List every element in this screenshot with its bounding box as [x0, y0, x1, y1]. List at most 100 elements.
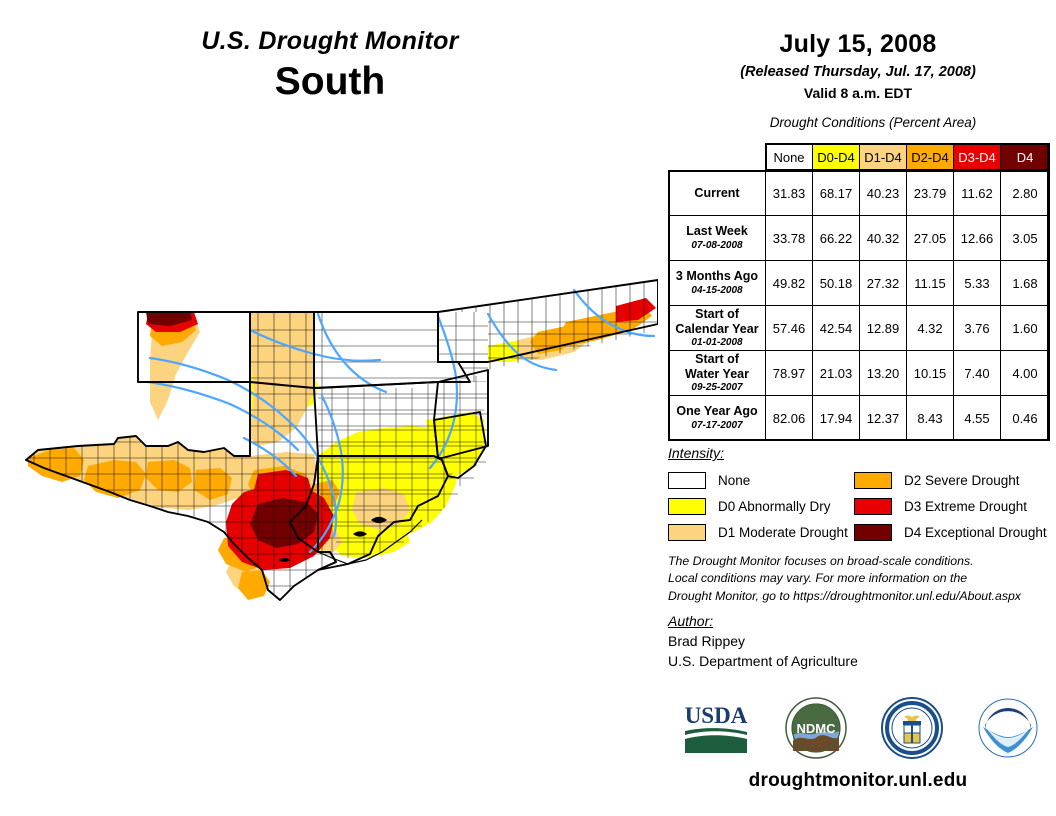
value-cell-d2-d4: 27.05 [906, 215, 954, 261]
legend-item: D4 Exceptional Drought [854, 520, 1047, 544]
row-label-date: 04-15-2008 [691, 284, 743, 296]
info-panel: July 15, 2008 (Released Thursday, Jul. 1… [660, 0, 1056, 816]
value-cell-d0-d4: 17.94 [812, 395, 860, 441]
row-label-name: Current [694, 185, 740, 200]
table-row: 3 Months Ago 04-15-2008 49.82 50.18 27.32 11.… [668, 260, 1050, 306]
author-affiliation: U.S. Department of Agriculture [668, 653, 858, 669]
header-d3-d4: D3-D4 [953, 143, 1001, 171]
value-cell-none: 78.97 [765, 350, 813, 396]
row-label: Current [668, 170, 766, 216]
row-label-date: 01-01-2008 [691, 337, 743, 349]
value-cell-none: 49.82 [765, 260, 813, 306]
table-row: Last Week 07-08-2008 33.78 66.22 40.32 27.05 1… [668, 215, 1050, 261]
svg-text:USDA: USDA [685, 703, 748, 728]
drought-conditions-table: None D0-D4 D1-D4 D2-D4 D3-D4 D4 Current 3… [668, 143, 1050, 441]
legend-swatch [668, 523, 706, 541]
value-cell-none: 31.83 [765, 170, 813, 216]
value-cell-d3-d4: 4.55 [953, 395, 1001, 441]
legend-label: D0 Abnormally Dry [718, 498, 831, 514]
legend-title: Intensity: [668, 445, 725, 461]
header-d0-d4: D0-D4 [812, 143, 860, 171]
value-cell-d4: 2.80 [1000, 170, 1050, 216]
value-cell-none: 33.78 [765, 215, 813, 261]
legend-swatch [854, 523, 892, 541]
row-label: 3 Months Ago 04-15-2008 [668, 260, 766, 306]
value-cell-d1-d4: 40.23 [859, 170, 907, 216]
value-cell-d4: 0.46 [1000, 395, 1050, 441]
logo-row: USDA NDMC [664, 692, 1056, 764]
region-title: South [274, 59, 386, 103]
issue-date: July 15, 2008 [779, 30, 937, 58]
value-cell-d2-d4: 4.32 [906, 305, 954, 351]
legend-swatch [668, 471, 706, 489]
header-d2-d4: D2-D4 [906, 143, 954, 171]
disclaimer-line-1: The Drought Monitor focuses on broad-sca… [668, 554, 974, 568]
value-cell-d4: 1.68 [1000, 260, 1050, 306]
legend-item: D1 Moderate Drought [668, 520, 854, 544]
value-cell-none: 82.06 [765, 395, 813, 441]
table-body: Current 31.83 68.17 40.23 23.79 11.62 2.80 Last… [668, 170, 1050, 441]
legend-label: D3 Extreme Drought [904, 498, 1028, 514]
value-cell-d2-d4: 11.15 [906, 260, 954, 306]
coastline-layer [278, 516, 423, 565]
drought-fill-layer [26, 280, 658, 600]
row-label-name: Last Week [686, 224, 748, 239]
table-row: Current 31.83 68.17 40.23 23.79 11.62 2.80 [668, 170, 1050, 216]
date-block: July 15, 2008 (Released Thursday, Jul. 1… [660, 0, 1056, 101]
value-cell-d0-d4: 42.54 [812, 305, 860, 351]
legend-item: D0 Abnormally Dry [668, 494, 854, 518]
row-label-name: Start of [695, 351, 739, 366]
disclaimer-line-3[interactable]: Drought Monitor, go to https://droughtmo… [668, 588, 1021, 603]
noaa-logo[interactable]: NOAA [977, 697, 1039, 759]
header-none: None [765, 143, 813, 171]
legend-label: D1 Moderate Drought [718, 524, 848, 540]
value-cell-d0-d4: 66.22 [812, 215, 860, 261]
value-cell-d3-d4: 7.40 [953, 350, 1001, 396]
value-cell-d1-d4: 13.20 [859, 350, 907, 396]
legend-label: D4 Exceptional Drought [904, 524, 1047, 540]
value-cell-d0-d4: 68.17 [812, 170, 860, 216]
table-row: Start of Calendar Year 01-01-2008 57.46 42.5… [668, 305, 1050, 351]
legend-label: D2 Severe Drought [904, 472, 1020, 488]
value-cell-d1-d4: 40.32 [859, 215, 907, 261]
row-label-name: 3 Months Ago [675, 269, 759, 284]
legend-item: D2 Severe Drought [854, 468, 1040, 492]
row-label-name: One Year Ago [676, 404, 758, 419]
site-url[interactable]: droughtmonitor.unl.edu [748, 770, 968, 791]
value-cell-d2-d4: 10.15 [906, 350, 954, 396]
drought-map-svg [25, 279, 658, 601]
table-row: One Year Ago 07-17-2007 82.06 17.94 12.37 8.4… [668, 395, 1050, 441]
table-caption: Drought Conditions (Percent Area) [769, 115, 977, 130]
row-label-name: Calendar Year [675, 321, 759, 336]
svg-text:NDMC: NDMC [797, 721, 837, 736]
value-cell-d1-d4: 12.37 [859, 395, 907, 441]
intensity-legend: Intensity: None D0 Abnormally Dry D1 Moder… [668, 445, 1056, 546]
row-label: Start of Water Year 09-25-2007 [668, 350, 766, 396]
author-name: Brad Rippey [668, 633, 746, 649]
value-cell-d3-d4: 12.66 [953, 215, 1001, 261]
legend-item: None [668, 468, 854, 492]
legend-label: None [718, 472, 751, 488]
value-cell-d0-d4: 21.03 [812, 350, 860, 396]
value-cell-d1-d4: 27.32 [859, 260, 907, 306]
author-heading: Author: [668, 613, 714, 629]
row-label-date: 09-25-2007 [691, 382, 743, 394]
author-block: Author: Brad Rippey U.S. Department of A… [668, 613, 1054, 669]
disclaimer-text: The Drought Monitor focuses on broad-sca… [668, 553, 1054, 605]
legend-swatch [854, 471, 892, 489]
header-blank [669, 144, 766, 171]
drought-map[interactable] [18, 270, 658, 630]
row-label-date: 07-08-2008 [691, 239, 743, 251]
value-cell-d2-d4: 8.43 [906, 395, 954, 441]
usda-seal-logo[interactable] [881, 697, 943, 759]
value-cell-d4: 1.60 [1000, 305, 1050, 351]
disclaimer-line-2: Local conditions may vary. For more info… [668, 571, 968, 586]
state-borders-layer [25, 279, 658, 601]
row-label: One Year Ago 07-17-2007 [668, 395, 766, 441]
legend-item: D3 Extreme Drought [854, 494, 1040, 518]
header-d1-d4: D1-D4 [859, 143, 907, 171]
ndmc-logo[interactable]: NDMC [785, 697, 847, 759]
value-cell-d2-d4: 23.79 [906, 170, 954, 216]
usda-logo[interactable]: USDA [681, 699, 751, 757]
legend-column-right: D2 Severe Drought D3 Extreme Drought D4 Ex… [854, 468, 1047, 546]
